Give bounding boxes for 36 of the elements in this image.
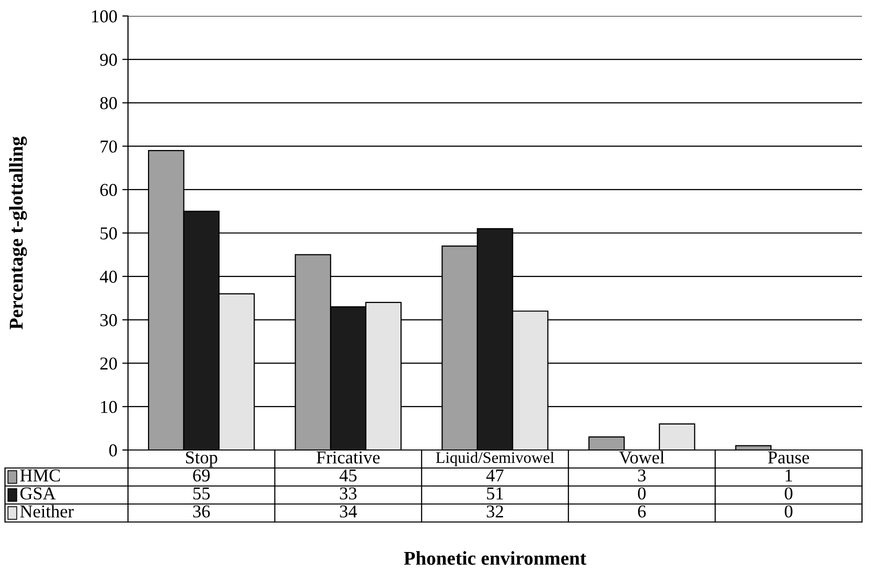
legend-label: GSA <box>20 487 56 500</box>
y-tick-label: 70 <box>100 140 117 153</box>
data-label: 1 <box>786 469 792 482</box>
y-tick-label: 40 <box>100 270 117 283</box>
data-label: 51 <box>487 487 503 500</box>
x-tick-label: Fricative <box>316 451 380 464</box>
y-tick-label: 20 <box>100 357 117 370</box>
x-tick-label: Stop <box>186 451 218 468</box>
data-label: 6 <box>638 505 646 518</box>
data-label: 45 <box>340 469 357 482</box>
data-label: 55 <box>193 488 210 500</box>
y-tick-label: 80 <box>100 97 117 110</box>
data-label: 32 <box>486 505 504 518</box>
data-label: 33 <box>340 487 357 500</box>
legend-label: HMC <box>20 469 60 482</box>
data-label: 36 <box>193 505 210 518</box>
y-tick-label: 90 <box>100 54 117 66</box>
y-tick-label: 60 <box>100 184 117 196</box>
data-label: 69 <box>193 469 210 482</box>
data-label: 47 <box>486 469 504 482</box>
x-tick-label: Vowel <box>619 450 664 464</box>
y-tick-label: 30 <box>100 314 117 326</box>
data-label: 0 <box>784 505 792 518</box>
data-label: 34 <box>340 505 357 518</box>
y-tick-label: 100 <box>92 10 117 22</box>
y-tick-label: 0 <box>109 444 117 456</box>
x-tick-label: Pause <box>768 452 810 464</box>
y-tick-label: 10 <box>101 400 117 414</box>
data-label: 3 <box>638 469 646 482</box>
x-tick-label: Liquid/Semivowel <box>436 452 554 466</box>
y-axis-title: Percentage t-glottalling <box>9 136 27 330</box>
data-label: 0 <box>638 487 646 500</box>
y-tick-label: 50 <box>100 227 117 240</box>
x-axis-title: Phonetic environment <box>404 551 586 565</box>
legend-label: Neither <box>20 504 74 518</box>
data-label: 0 <box>784 487 792 500</box>
